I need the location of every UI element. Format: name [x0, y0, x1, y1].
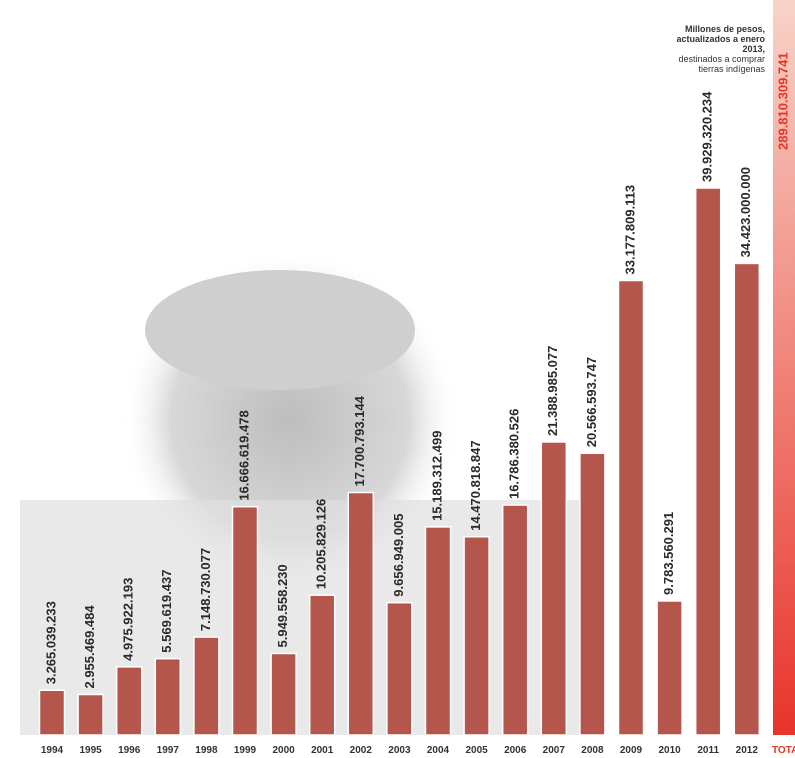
bar	[78, 695, 103, 735]
value-label: 10.205.829.126	[314, 499, 329, 589]
x-tick-label: 2004	[427, 745, 450, 756]
background-photo	[20, 250, 580, 735]
note-line: tierras indígenas	[698, 64, 765, 74]
x-tick-label: 2002	[350, 745, 373, 756]
bar	[580, 453, 605, 735]
note-line: actualizados a enero	[676, 34, 765, 44]
bar	[387, 603, 412, 735]
value-label: 5.949.558.230	[275, 564, 290, 647]
value-label: 5.569.619.437	[159, 570, 174, 653]
x-tick-label: 2008	[581, 745, 604, 756]
bar	[734, 263, 759, 735]
bar	[310, 595, 335, 735]
bar	[348, 493, 373, 735]
value-label: 3.265.039.233	[43, 601, 58, 684]
bar	[426, 527, 451, 735]
x-tick-label: 1997	[157, 745, 180, 756]
x-tick-label: 1998	[195, 745, 218, 756]
value-label: 34.423.000.000	[738, 167, 753, 257]
value-label: 4.975.922.193	[121, 578, 136, 661]
bar	[541, 442, 566, 735]
x-tick-label: 1994	[41, 745, 64, 756]
total-category: TOTA	[772, 745, 795, 756]
x-tick-label: 2012	[736, 745, 759, 756]
value-label: 9.656.949.005	[391, 514, 406, 597]
bar	[271, 653, 296, 735]
x-tick-label: 1996	[118, 745, 141, 756]
total-label: 289.810.309.741	[775, 52, 790, 150]
value-label: 7.148.730.077	[198, 548, 213, 631]
bar	[503, 505, 528, 735]
bar	[40, 690, 65, 735]
value-label: 16.666.619.478	[236, 410, 251, 500]
note-line: 2013,	[742, 44, 765, 54]
value-label: 39.929.320.234	[700, 91, 715, 182]
x-tick-label: 1995	[79, 745, 102, 756]
x-tick-label: 2003	[388, 745, 411, 756]
value-label: 2.955.469.484	[82, 605, 97, 689]
value-label: 9.783.560.291	[661, 512, 676, 595]
note-line: Millones de pesos,	[685, 24, 765, 34]
x-tick-label: 2006	[504, 745, 527, 756]
bar	[619, 280, 644, 735]
value-label: 21.388.985.077	[545, 346, 560, 436]
value-label: 14.470.818.847	[468, 440, 483, 530]
note: Millones de pesos,actualizados a enero20…	[676, 24, 765, 74]
chart: Millones de pesos,actualizados a enero20…	[0, 0, 795, 758]
x-tick-label: 2000	[272, 745, 295, 756]
x-tick-label: 2001	[311, 745, 334, 756]
bar	[696, 188, 721, 735]
value-label: 20.566.593.747	[584, 357, 599, 447]
value-label: 33.177.809.113	[622, 185, 637, 275]
bar	[657, 601, 682, 735]
value-label: 17.700.793.144	[352, 395, 367, 486]
x-tick-label: 2007	[543, 745, 566, 756]
x-tick-label: 2010	[658, 745, 681, 756]
x-tick-label: 2005	[465, 745, 488, 756]
x-tick-label: 1999	[234, 745, 257, 756]
bar	[155, 659, 180, 735]
bar	[464, 537, 489, 735]
bar	[194, 637, 219, 735]
bar	[117, 667, 142, 735]
value-label: 16.786.380.526	[507, 409, 522, 499]
x-tick-label: 2011	[697, 745, 719, 756]
value-label: 15.189.312.499	[429, 431, 444, 521]
note-line: destinados a comprar	[678, 54, 765, 64]
x-tick-label: 2009	[620, 745, 643, 756]
bar	[233, 507, 258, 735]
